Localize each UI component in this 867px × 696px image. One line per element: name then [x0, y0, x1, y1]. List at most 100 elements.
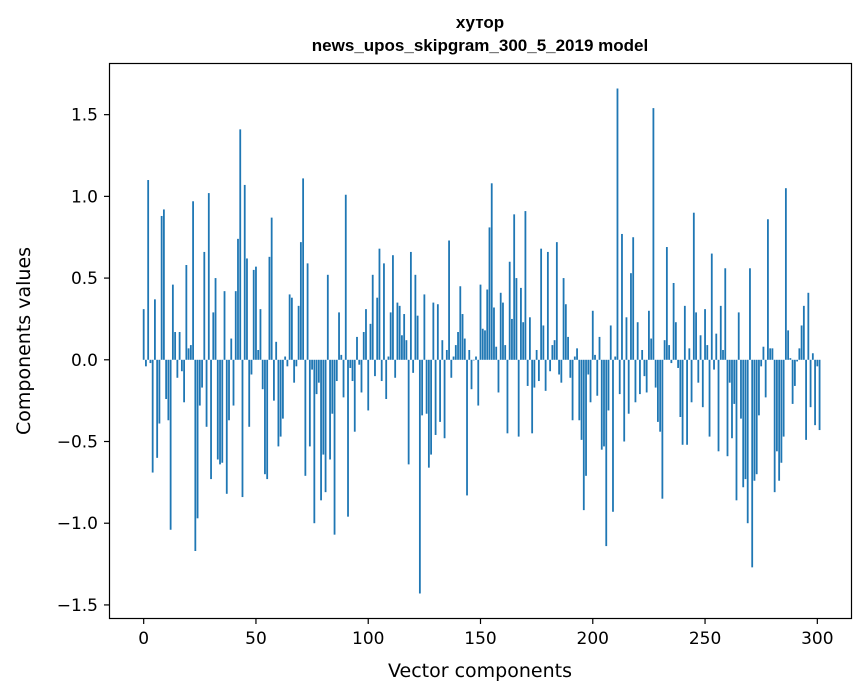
bar-225	[648, 310, 650, 360]
bar-192	[573, 356, 576, 360]
bar-224	[645, 359, 648, 393]
bar-190	[569, 359, 572, 378]
bar-92	[349, 359, 352, 368]
bar-87	[338, 312, 340, 360]
bar-284	[780, 359, 783, 463]
bar-128	[430, 359, 432, 455]
bar-259	[724, 268, 727, 360]
bar-275	[760, 359, 763, 367]
bar-248	[699, 335, 702, 360]
bar-62	[282, 359, 284, 419]
bar-292	[798, 348, 801, 360]
bar-220	[636, 322, 639, 360]
bar-191	[571, 359, 574, 421]
bar-257	[719, 305, 722, 360]
bar-287	[787, 330, 790, 360]
bar-112	[394, 359, 397, 378]
bar-245	[692, 212, 695, 360]
bar-53	[261, 359, 264, 390]
bar-277	[764, 359, 767, 398]
bar-252	[708, 359, 711, 437]
bar-286	[784, 188, 787, 360]
bar-122	[416, 315, 419, 360]
bar-168	[520, 287, 522, 360]
bar-238	[677, 359, 679, 368]
bar-203	[598, 336, 601, 360]
bar-131	[436, 304, 439, 360]
bar-289	[791, 359, 794, 404]
bar-155	[490, 183, 493, 360]
bar-201	[594, 354, 596, 360]
bar-120	[412, 359, 415, 373]
bar-7	[158, 359, 161, 424]
bar-130	[434, 359, 437, 435]
bar-260	[726, 359, 729, 457]
bar-96	[358, 359, 361, 365]
bar-208	[609, 325, 612, 360]
bar-214	[623, 359, 626, 442]
bar-145	[468, 349, 471, 360]
bar-301	[818, 359, 821, 431]
bar-6	[156, 359, 159, 458]
bar-300	[816, 359, 819, 367]
bar-37	[225, 359, 228, 494]
bar-160	[502, 302, 504, 360]
bar-93	[351, 359, 354, 382]
bar-229	[656, 359, 659, 422]
bar-81	[324, 359, 327, 493]
bar-151	[481, 328, 484, 360]
bar-17	[180, 359, 183, 372]
bar-63	[284, 356, 287, 360]
bar-253	[710, 253, 713, 360]
bar-235	[670, 359, 673, 364]
bar-88	[340, 354, 343, 360]
bar-47	[248, 359, 251, 427]
bar-182	[551, 345, 554, 360]
bar-21	[189, 345, 192, 360]
bar-99	[365, 309, 367, 360]
bar-51	[257, 349, 260, 360]
bar-85	[333, 359, 336, 535]
bar-297	[809, 359, 812, 408]
bar-244	[690, 359, 693, 403]
bar-209	[612, 359, 614, 512]
bar-206	[605, 359, 608, 547]
bar-65	[288, 294, 291, 360]
bar-114	[398, 305, 401, 360]
bar-118	[407, 359, 410, 465]
bar-181	[549, 359, 552, 372]
bar-199	[589, 359, 592, 403]
bar-124	[421, 359, 424, 416]
bar-22	[192, 201, 194, 360]
bar-230	[659, 359, 662, 432]
bar-187	[562, 278, 565, 360]
bar-282	[776, 359, 778, 452]
bar-273	[755, 359, 758, 475]
bar-83	[329, 359, 331, 460]
bar-162	[506, 359, 509, 434]
bar-95	[356, 336, 358, 360]
bar-27	[203, 251, 206, 360]
bar-3	[149, 359, 152, 364]
bar-164	[511, 318, 513, 360]
bar-64	[286, 359, 289, 367]
bar-40	[232, 359, 235, 406]
bar-66	[290, 297, 293, 360]
bar-290	[793, 359, 796, 386]
bar-106	[380, 359, 383, 382]
bar-178	[542, 325, 545, 360]
y-tick-label: 0.0	[71, 351, 98, 371]
bar-167	[517, 359, 520, 437]
bar-70	[299, 242, 302, 360]
bar-236	[672, 282, 675, 360]
bar-295	[805, 359, 807, 440]
bar-72	[304, 359, 307, 476]
bar-148	[475, 356, 477, 360]
bar-86	[335, 359, 338, 382]
bar-34	[219, 359, 221, 465]
bar-46	[246, 258, 248, 360]
bar-23	[194, 359, 197, 551]
bar-132	[439, 359, 441, 422]
bar-163	[508, 261, 511, 360]
